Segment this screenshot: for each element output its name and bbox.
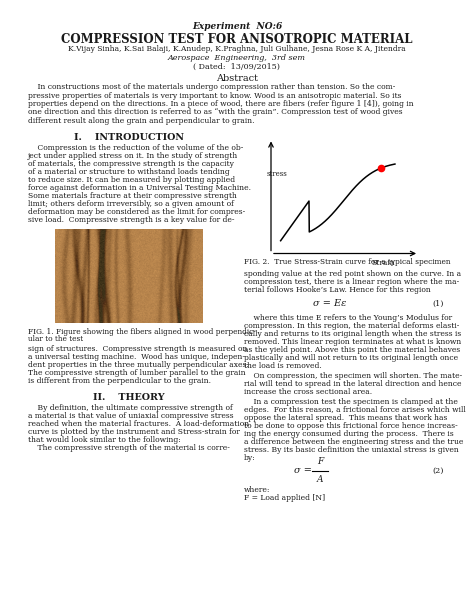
Text: FIG. 2.  True Stress-Strain curve for a typical specimen: FIG. 2. True Stress-Strain curve for a t… <box>244 259 450 267</box>
Text: a difference between the engineering stress and the true: a difference between the engineering str… <box>244 438 464 446</box>
Text: ject under applied stress on it. In the study of strength: ject under applied stress on it. In the … <box>28 153 238 161</box>
Text: FIG. 1. Figure showing the fibers aligned in wood perpendic-: FIG. 1. Figure showing the fibers aligne… <box>28 327 256 335</box>
Text: a universal testing machine.  Wood has unique, indepen-: a universal testing machine. Wood has un… <box>28 353 245 361</box>
Text: of a material or structure to withstand loads tending: of a material or structure to withstand … <box>28 169 230 177</box>
Text: of materials, the compressive strength is the capacity: of materials, the compressive strength i… <box>28 161 234 169</box>
Text: one direction and this direction is referred to as “with the grain”. Compression: one direction and this direction is refe… <box>28 109 402 116</box>
Text: that would look similar to the following:: that would look similar to the following… <box>28 436 181 444</box>
Text: stress. By its basic definition the uniaxial stress is given: stress. By its basic definition the unia… <box>244 446 459 454</box>
Text: as the yield point. Above this point the material behaves: as the yield point. Above this point the… <box>244 346 460 354</box>
Text: compression test, there is a linear region where the ma-: compression test, there is a linear regi… <box>244 278 459 286</box>
Text: where:: where: <box>244 485 271 493</box>
Text: properties depend on the directions. In a piece of wood, there are fibers (refer: properties depend on the directions. In … <box>28 100 414 108</box>
Text: where this time E refers to the Young’s Modulus for: where this time E refers to the Young’s … <box>244 313 452 321</box>
Text: edges.  For this reason, a frictional force arises which will: edges. For this reason, a frictional for… <box>244 406 466 414</box>
Text: ing the energy consumed during the process.  There is: ing the energy consumed during the proce… <box>244 430 454 438</box>
Text: terial follows Hooke’s Law. Hence for this region: terial follows Hooke’s Law. Hence for th… <box>244 286 431 294</box>
Text: to reduce size. It can be measured by plotting applied: to reduce size. It can be measured by pl… <box>28 177 235 185</box>
Text: ( Dated:  13/09/2015): ( Dated: 13/09/2015) <box>193 63 281 71</box>
Text: compression. In this region, the material deforms elasti-: compression. In this region, the materia… <box>244 321 459 330</box>
Text: ular to the test: ular to the test <box>28 335 83 343</box>
Text: curve is plotted by the instrument and Stress-strain for: curve is plotted by the instrument and S… <box>28 428 240 436</box>
Text: stress: stress <box>266 170 287 178</box>
Text: Abstract: Abstract <box>216 74 258 83</box>
Text: by:: by: <box>244 454 256 462</box>
Text: to be done to oppose this frictional force hence increas-: to be done to oppose this frictional for… <box>244 422 458 430</box>
Text: The compressive strength of the material is corre-: The compressive strength of the material… <box>28 444 230 452</box>
Text: cally and returns to its original length when the stress is: cally and returns to its original length… <box>244 330 461 338</box>
Text: sive load.  Compressive strength is a key value for de-: sive load. Compressive strength is a key… <box>28 216 235 224</box>
Text: increase the cross sectional area.: increase the cross sectional area. <box>244 387 372 395</box>
Text: oppose the lateral spread.  This means that work has: oppose the lateral spread. This means th… <box>244 414 447 422</box>
Text: different result along the grain and perpendicular to grain.: different result along the grain and per… <box>28 117 255 125</box>
Text: reached when the material fractures.  A load-deformation: reached when the material fractures. A l… <box>28 420 249 428</box>
Text: sign of structures.  Compressive strength is measured on: sign of structures. Compressive strength… <box>28 345 247 353</box>
Text: σ = Eε: σ = Eε <box>313 300 346 308</box>
Text: Some materials fracture at their compressive strength: Some materials fracture at their compres… <box>28 192 237 200</box>
Text: removed. This linear region terminates at what is known: removed. This linear region terminates a… <box>244 338 461 346</box>
Text: COMPRESSION TEST FOR ANISOTROPIC MATERIAL: COMPRESSION TEST FOR ANISOTROPIC MATERIA… <box>61 33 413 46</box>
Text: a material is that value of uniaxial compressive stress: a material is that value of uniaxial com… <box>28 412 234 420</box>
Text: pressive properties of materials is very important to know. Wood is an anisotrop: pressive properties of materials is very… <box>28 91 401 99</box>
Text: deformation may be considered as the limit for compres-: deformation may be considered as the lim… <box>28 208 245 216</box>
Text: In constructions most of the materials undergo compression rather than tension. : In constructions most of the materials u… <box>28 83 395 91</box>
Text: By definition, the ultimate compressive strength of: By definition, the ultimate compressive … <box>28 404 233 412</box>
Text: sponding value at the red point shown on the curve. In a: sponding value at the red point shown on… <box>244 270 461 278</box>
Text: σ =: σ = <box>294 466 312 475</box>
Text: rial will tend to spread in the lateral direction and hence: rial will tend to spread in the lateral … <box>244 379 462 387</box>
Text: K.Vijay Sinha, K.Sai Balaji, K.Anudep, K.Praghna, Juli Gulhane, Jesna Rose K A, : K.Vijay Sinha, K.Sai Balaji, K.Anudep, K… <box>68 45 406 53</box>
Text: On compression, the specimen will shorten. The mate-: On compression, the specimen will shorte… <box>244 371 462 379</box>
Text: (2): (2) <box>432 466 444 474</box>
Text: F = Load applied [N]: F = Load applied [N] <box>244 493 325 501</box>
Text: Strain: Strain <box>371 259 395 267</box>
Text: The compressive strength of lumber parallel to the grain: The compressive strength of lumber paral… <box>28 369 246 377</box>
Text: In a compression test the specimen is clamped at the: In a compression test the specimen is cl… <box>244 397 458 406</box>
Text: the load is removed.: the load is removed. <box>244 362 322 370</box>
Text: Experiment  NO:6: Experiment NO:6 <box>192 22 282 31</box>
Text: plastically and will not return to its original length once: plastically and will not return to its o… <box>244 354 458 362</box>
Text: A: A <box>317 476 323 484</box>
Text: (1): (1) <box>432 300 444 308</box>
Text: dent properties in the three mutually perpendicular axes:: dent properties in the three mutually pe… <box>28 361 249 369</box>
Text: I.    INTRODUCTION: I. INTRODUCTION <box>74 134 184 142</box>
Text: II.    THEORY: II. THEORY <box>93 393 165 402</box>
Text: is different from the perpendicular to the grain.: is different from the perpendicular to t… <box>28 377 211 385</box>
Text: limit; others deform irreversibly, so a given amount of: limit; others deform irreversibly, so a … <box>28 200 234 208</box>
Text: F: F <box>317 457 323 465</box>
Text: force against deformation in a Universal Testing Machine.: force against deformation in a Universal… <box>28 185 251 192</box>
Text: Aerospace  Engineering,  3rd sem: Aerospace Engineering, 3rd sem <box>168 54 306 62</box>
Text: Compression is the reduction of the volume of the ob-: Compression is the reduction of the volu… <box>28 145 243 153</box>
